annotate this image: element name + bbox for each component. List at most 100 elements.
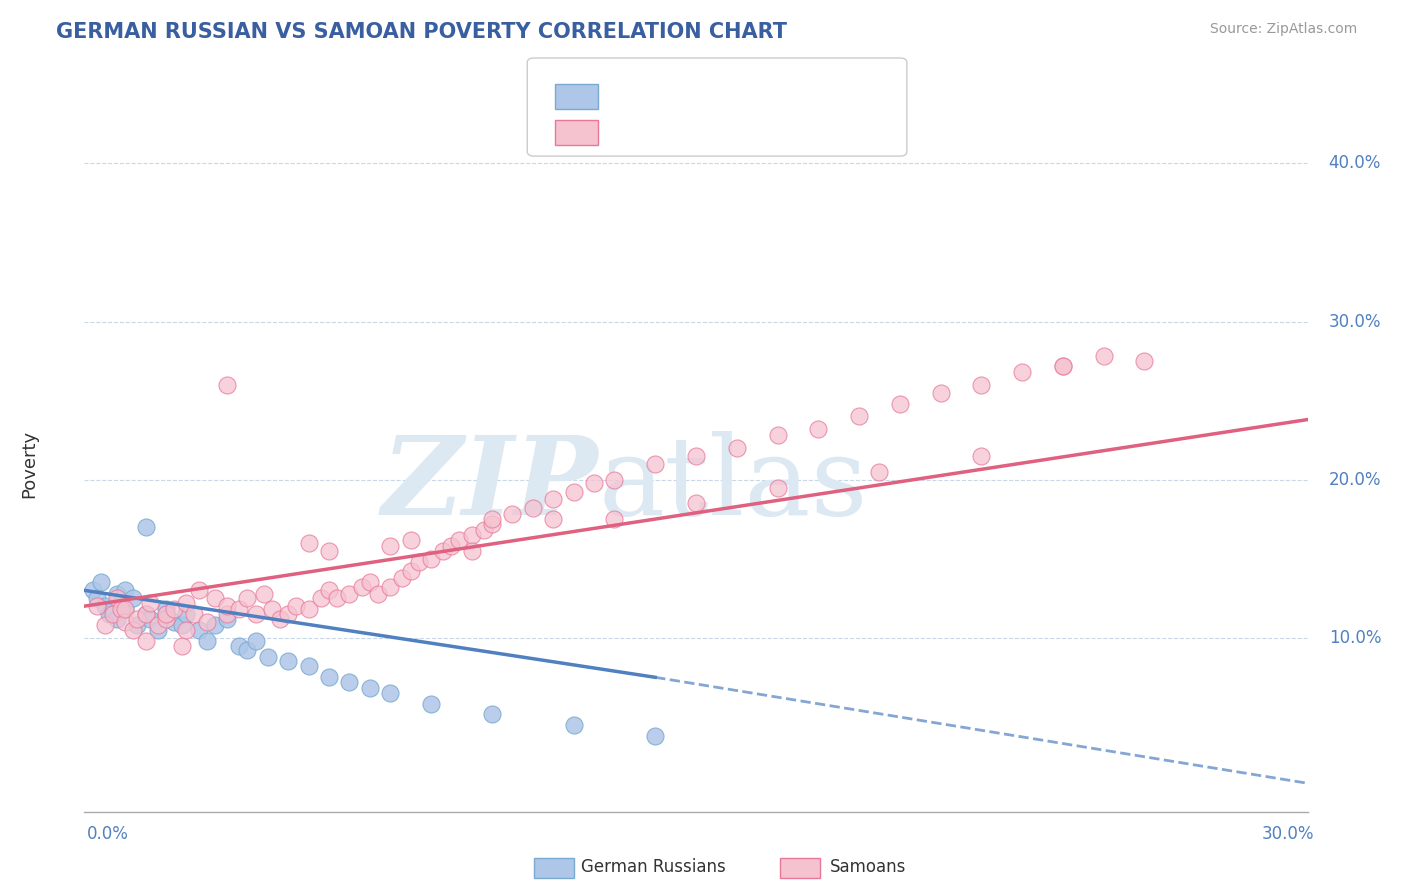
Point	[90, 575, 112, 590]
Text: Source: ZipAtlas.com: Source: ZipAtlas.com	[1209, 22, 1357, 37]
Point	[236, 591, 259, 606]
Point	[298, 536, 321, 550]
Point	[97, 607, 120, 621]
Point	[105, 586, 128, 600]
Point	[138, 596, 160, 610]
Point	[269, 612, 291, 626]
Point	[114, 583, 136, 598]
Point	[807, 422, 830, 436]
Point	[399, 533, 422, 547]
Point	[1052, 359, 1074, 373]
Point	[685, 496, 707, 510]
Point	[1133, 354, 1156, 368]
Point	[481, 516, 503, 531]
Point	[135, 634, 157, 648]
Point	[603, 512, 626, 526]
Point	[228, 639, 250, 653]
Text: R = -0.195   N = 40: R = -0.195 N = 40	[609, 87, 772, 105]
Point	[187, 583, 209, 598]
Point	[285, 599, 308, 614]
Point	[848, 409, 870, 424]
Text: GERMAN RUSSIAN VS SAMOAN POVERTY CORRELATION CHART: GERMAN RUSSIAN VS SAMOAN POVERTY CORRELA…	[56, 22, 787, 42]
Point	[1011, 365, 1033, 379]
Point	[380, 539, 402, 553]
Point	[253, 586, 276, 600]
Point	[105, 591, 128, 606]
Point	[298, 659, 321, 673]
Text: Poverty: Poverty	[20, 430, 38, 498]
Point	[122, 591, 145, 606]
Point	[970, 377, 993, 392]
Point	[367, 586, 389, 600]
Point	[543, 512, 565, 526]
Point	[217, 377, 239, 392]
Text: 30.0%: 30.0%	[1329, 312, 1381, 331]
Text: ZIP: ZIP	[381, 431, 598, 539]
Point	[318, 583, 340, 598]
Point	[86, 591, 108, 606]
Point	[582, 475, 605, 490]
Point	[163, 602, 186, 616]
Point	[183, 607, 205, 621]
Text: 0.0%: 0.0%	[87, 825, 129, 843]
Point	[461, 528, 484, 542]
Point	[114, 602, 136, 616]
Point	[481, 512, 503, 526]
Text: 40.0%: 40.0%	[1329, 154, 1381, 172]
Point	[135, 607, 157, 621]
Point	[339, 586, 360, 600]
Point	[359, 575, 381, 590]
Point	[309, 591, 332, 606]
Point	[350, 580, 373, 594]
Point	[399, 565, 422, 579]
Point	[127, 618, 149, 632]
Text: R = 0.360   N = 85: R = 0.360 N = 85	[609, 124, 766, 142]
Point	[146, 618, 169, 632]
Point	[245, 634, 267, 648]
Point	[155, 602, 177, 616]
Point	[204, 591, 226, 606]
Point	[869, 465, 891, 479]
Point	[245, 607, 267, 621]
Point	[257, 649, 280, 664]
Point	[408, 555, 430, 569]
Point	[195, 615, 218, 629]
Point	[146, 623, 169, 637]
Point	[174, 607, 197, 621]
Point	[318, 670, 340, 684]
Point	[298, 602, 321, 616]
Point	[603, 473, 626, 487]
Point	[174, 596, 197, 610]
Point	[228, 602, 250, 616]
Point	[432, 543, 454, 558]
Point	[172, 639, 194, 653]
Text: atlas: atlas	[598, 431, 868, 538]
Point	[260, 602, 283, 616]
Point	[187, 623, 209, 637]
Point	[472, 523, 495, 537]
Point	[359, 681, 381, 696]
Text: 10.0%: 10.0%	[1329, 629, 1381, 647]
Point	[114, 602, 136, 616]
Point	[644, 457, 666, 471]
Point	[93, 618, 115, 632]
Point	[163, 615, 186, 629]
Point	[481, 706, 503, 721]
Text: 30.0%: 30.0%	[1263, 825, 1315, 843]
Point	[217, 599, 239, 614]
Point	[326, 591, 349, 606]
Point	[449, 533, 471, 547]
Point	[155, 607, 177, 621]
Point	[110, 602, 132, 616]
Point	[889, 397, 911, 411]
Point	[420, 551, 443, 566]
Text: Samoans: Samoans	[830, 858, 905, 876]
Point	[86, 599, 108, 614]
Point	[135, 520, 157, 534]
Point	[644, 729, 666, 743]
Point	[318, 543, 340, 558]
Point	[501, 508, 523, 522]
Point	[380, 580, 402, 594]
Point	[155, 607, 177, 621]
Point	[114, 615, 136, 629]
